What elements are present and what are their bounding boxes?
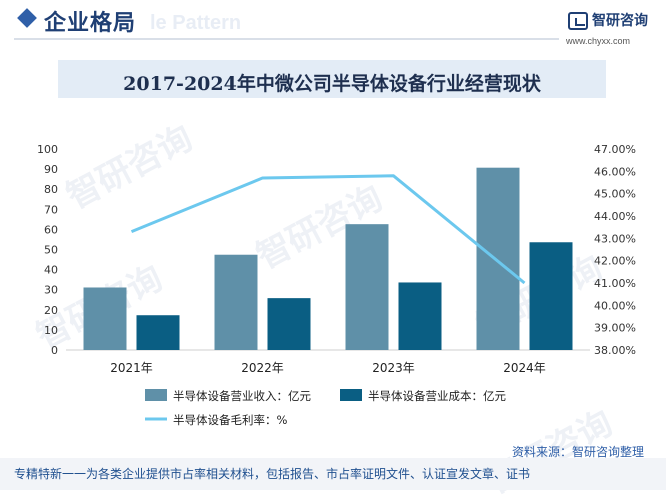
y-left-tick-label: 100 bbox=[37, 143, 58, 156]
bar-revenue bbox=[215, 255, 258, 350]
y-left-tick-label: 50 bbox=[44, 244, 58, 257]
y-left-tick-label: 90 bbox=[44, 163, 58, 176]
y-left-tick-label: 70 bbox=[44, 203, 58, 216]
margin-line bbox=[132, 176, 525, 283]
y-right-tick-label: 39.00% bbox=[594, 322, 636, 335]
section-header: le Pattern 企业格局 智研咨询 www.chyxx.com bbox=[0, 0, 666, 46]
header-ghost-text: le Pattern bbox=[150, 12, 241, 35]
y-right-tick-label: 45.00% bbox=[594, 188, 636, 201]
legend-swatch bbox=[340, 389, 362, 401]
y-right-tick-label: 41.00% bbox=[594, 277, 636, 290]
diamond-icon bbox=[17, 8, 37, 28]
bar-cost bbox=[530, 242, 573, 350]
section-title: 企业格局 bbox=[44, 5, 136, 37]
x-tick-label: 2023年 bbox=[372, 361, 415, 375]
brand-name: 智研咨询 bbox=[592, 10, 648, 30]
bar-cost bbox=[399, 282, 442, 350]
y-right-tick-label: 42.00% bbox=[594, 255, 636, 268]
y-left-tick-label: 40 bbox=[44, 264, 58, 277]
footer-bar: 专精特新一一为各类企业提供市占率相关材料，包括报告、市占率证明文件、认证宣发文章… bbox=[0, 458, 666, 490]
legend-label: 半导体设备营业收入：亿元 bbox=[173, 389, 311, 403]
y-left-tick-label: 30 bbox=[44, 284, 58, 297]
y-right-tick-label: 40.00% bbox=[594, 299, 636, 312]
x-tick-label: 2022年 bbox=[241, 361, 284, 375]
y-right-tick-label: 43.00% bbox=[594, 232, 636, 245]
bar-revenue bbox=[346, 224, 389, 350]
y-right-tick-label: 44.00% bbox=[594, 210, 636, 223]
bar-cost bbox=[137, 315, 180, 350]
legend-label: 半导体设备营业成本：亿元 bbox=[368, 389, 506, 403]
y-left-tick-label: 60 bbox=[44, 223, 58, 236]
y-left-tick-label: 80 bbox=[44, 183, 58, 196]
chart-area: 0 10 20 30 40 50 60 70 80 90 100 38.00% 39.00% 40.00%… bbox=[0, 135, 666, 435]
bar-revenue bbox=[477, 168, 520, 350]
y-left-tick-label: 10 bbox=[44, 324, 58, 337]
brand-logo-icon bbox=[568, 12, 588, 30]
bar-revenue bbox=[84, 287, 127, 350]
x-tick-label: 2024年 bbox=[503, 361, 546, 375]
footer-text: 专精特新一一为各类企业提供市占率相关材料，包括报告、市占率证明文件、认证宣发文章… bbox=[14, 465, 530, 482]
x-tick-label: 2021年 bbox=[110, 361, 153, 375]
brand-url: www.chyxx.com bbox=[566, 36, 630, 46]
chart-title-banner: 2017-2024年中微公司半导体设备行业经营现状 bbox=[58, 60, 606, 98]
y-left-tick-label: 20 bbox=[44, 304, 58, 317]
y-left-tick-label: 0 bbox=[51, 344, 58, 357]
legend-swatch bbox=[145, 389, 167, 401]
legend-label: 半导体设备毛利率：% bbox=[173, 413, 287, 427]
bar-cost bbox=[268, 298, 311, 350]
header-divider bbox=[14, 38, 559, 40]
chart-title: 2017-2024年中微公司半导体设备行业经营现状 bbox=[58, 69, 606, 96]
y-right-tick-label: 47.00% bbox=[594, 143, 636, 156]
y-right-tick-label: 46.00% bbox=[594, 165, 636, 178]
y-right-tick-label: 38.00% bbox=[594, 344, 636, 357]
